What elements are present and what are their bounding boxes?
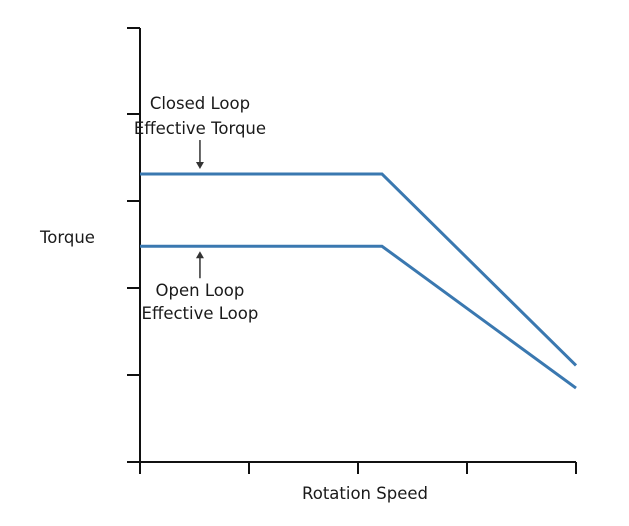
annotation-text: Closed Loop	[150, 94, 250, 113]
annotation-1: Open Loop Effective Loop	[142, 251, 259, 323]
series-line-0	[140, 172, 578, 367]
x-axis-label: Rotation Speed	[302, 484, 428, 503]
y-axis-label: Torque	[39, 228, 95, 247]
annotation-text: Effective Loop	[142, 304, 259, 323]
annotation-text: Effective Torque	[134, 119, 266, 138]
annotation-text: Open Loop	[156, 281, 245, 300]
series-line-1	[140, 244, 577, 390]
arrow-head-icon	[195, 162, 204, 170]
arrow-head-icon	[195, 251, 204, 259]
annotation-0: Closed Loop Effective Torque	[134, 94, 266, 170]
